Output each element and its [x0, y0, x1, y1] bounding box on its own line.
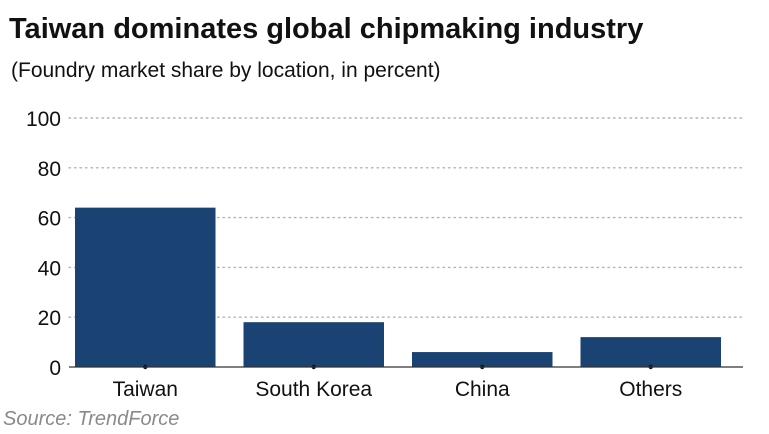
x-tick-label-south-korea: South Korea [255, 378, 372, 401]
x-tick-label-taiwan: Taiwan [113, 378, 178, 401]
y-tick-label-20: 20 [38, 307, 61, 330]
y-tick-label-40: 40 [38, 257, 61, 280]
bar-south-korea [243, 322, 384, 367]
y-tick-label-60: 60 [38, 208, 61, 231]
bar-taiwan [75, 207, 216, 367]
bar-china [412, 352, 553, 367]
bars [75, 207, 721, 367]
tick-labels: 0 20 40 60 80 100 Taiwan South Korea China Others [26, 108, 682, 401]
y-tick-label-0: 0 [49, 357, 61, 380]
axes [69, 364, 743, 370]
x-tick-label-china: China [455, 378, 510, 401]
x-tick-label-others: Others [619, 378, 682, 401]
y-tick-label-100: 100 [26, 108, 61, 131]
gridlines [68, 117, 744, 318]
chart-title: Taiwan dominates global chipmaking indus… [9, 13, 644, 45]
chart-subtitle: (Foundry market share by location, in pe… [11, 59, 441, 82]
y-tick-label-80: 80 [38, 158, 61, 181]
bar-others [580, 337, 721, 367]
source-note: Source: TrendForce [3, 408, 180, 430]
